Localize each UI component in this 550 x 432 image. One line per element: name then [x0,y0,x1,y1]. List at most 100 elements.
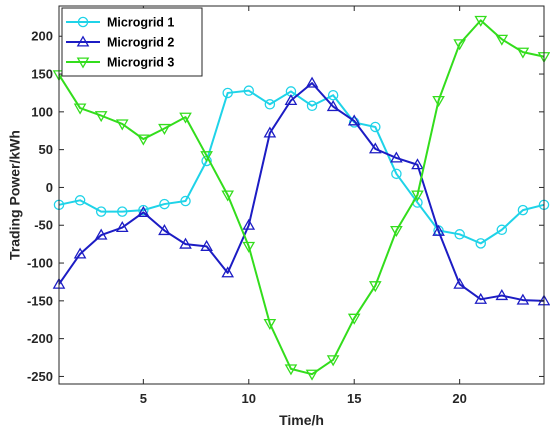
data-point [263,126,277,138]
data-point [368,281,382,293]
data-point [411,158,424,170]
data-point [74,195,86,206]
data-point [222,87,233,99]
data-point [179,237,192,249]
data-point [179,112,192,124]
x-tick-label: 20 [452,391,466,406]
legend-marker-microgrid-2 [76,35,90,47]
data-point [263,318,277,331]
y-axis-title: Trading Power/kWh [7,130,23,260]
legend-marker-microgrid-3 [76,57,90,69]
data-point [327,89,339,101]
series-microgrid-3 [52,15,550,381]
x-tick-label: 15 [347,391,361,406]
data-point [94,111,108,123]
legend-marker-shape [76,35,90,47]
legend: Microgrid 1 Microgrid 2 Microgrid 3 [61,7,203,77]
data-point [495,34,509,46]
data-point [243,85,255,96]
data-point [516,293,530,305]
data-point [474,15,488,27]
series-line-microgrid-1 [58,89,545,245]
data-point [432,224,445,236]
data-point [432,95,445,108]
data-point [221,266,235,278]
data-point [159,198,170,210]
legend-marker-microgrid-1 [77,16,89,28]
data-point [115,119,129,131]
data-point [138,204,149,216]
y-tick-label: 0 [46,180,53,195]
data-point [221,190,235,202]
data-point [453,39,466,51]
data-point [326,355,340,367]
data-point [517,204,529,216]
data-point [73,247,87,259]
data-point [200,151,213,163]
data-point [390,225,403,238]
data-point [305,369,319,381]
legend-marker-shape [76,57,90,69]
data-point [158,224,171,236]
y-tick-label: 200 [31,29,53,44]
data-point [368,142,382,154]
y-tick-label: -50 [34,218,53,233]
data-point [495,289,509,301]
series-line-microgrid-2 [58,82,545,302]
data-point [516,47,530,59]
data-point [200,239,213,251]
data-point [94,228,108,240]
x-tick-label: 5 [140,391,147,406]
data-point [137,205,150,217]
data-point [306,100,318,112]
data-point [475,238,486,249]
data-point [284,364,298,376]
series-microgrid-2 [52,76,550,306]
y-tick-label: 150 [31,67,53,82]
series-layer [52,15,550,381]
data-point [348,117,360,128]
x-tick-label: 10 [242,391,256,406]
data-point [474,292,488,304]
data-point [264,99,276,110]
data-point [370,121,381,133]
data-point [242,218,256,230]
data-point [73,103,87,115]
data-point [453,277,466,289]
y-tick-label: 50 [39,142,53,157]
data-point [242,241,256,253]
data-point [115,220,129,233]
data-point [137,134,150,146]
data-point [95,206,107,217]
data-point [411,190,424,202]
legend-item-microgrid-3: Microgrid 3 [66,56,174,70]
legend-item-microgrid-1: Microgrid 1 [66,16,174,30]
data-point [305,76,319,88]
data-point [117,206,128,217]
y-tick-label: -200 [27,331,53,346]
y-tick-label: -250 [27,369,53,384]
data-point [496,224,508,236]
data-point [284,93,298,106]
data-point [347,114,361,126]
x-axis-title: Time/h [279,412,324,428]
data-point [180,195,191,207]
legend-marker-shape [77,16,89,28]
data-point [347,313,361,325]
legend-item-microgrid-2: Microgrid 2 [66,35,174,50]
data-point [390,151,403,163]
y-tick-label: -150 [27,293,53,308]
y-tick-label: -100 [27,256,53,271]
data-point [454,229,465,240]
data-point [158,123,171,135]
data-point [326,100,340,112]
data-point [391,168,402,180]
ticks-layer: 5 10 15 20 -250 -200 -150 -100 -50 0 50 100 150 200 [27,6,544,406]
legend-label-microgrid-3: Microgrid 3 [107,56,174,70]
legend-label-microgrid-2: Microgrid 2 [107,36,174,50]
plot-frame [58,5,545,385]
legend-label-microgrid-1: Microgrid 1 [107,16,174,30]
y-tick-label: 100 [31,104,53,119]
